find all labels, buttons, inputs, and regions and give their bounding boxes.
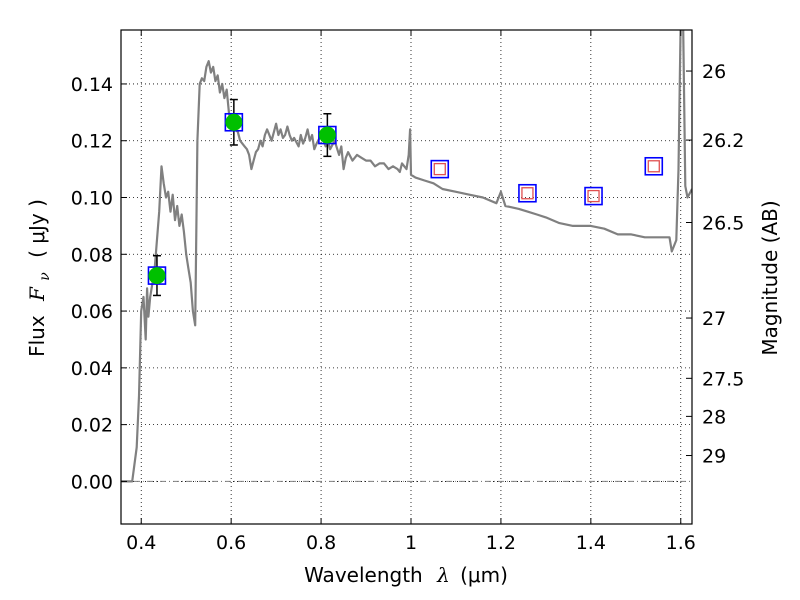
photometry-points [147, 98, 664, 297]
plot-frame [120, 29, 693, 525]
y-tick-labels: 0.00 0.02 0.04 0.06 0.08 0.10 0.12 0.14 [71, 74, 113, 493]
photometry-point-0 [147, 254, 167, 297]
x-tick-label-1: 0.6 [216, 532, 246, 554]
x-tick-label-2: 0.8 [306, 532, 336, 554]
x-tick-labels: 0.4 0.6 0.8 1 1.2 1.4 1.6 [126, 532, 696, 554]
model-flux-box-4 [518, 183, 537, 203]
y-tick-label-7: 0.14 [71, 74, 113, 96]
detected-flux-marker-2 [318, 126, 336, 144]
y2-axis-label: Magnitude (AB) [758, 200, 782, 355]
detected-flux-marker-1 [225, 113, 243, 131]
y2-tick-label-1: 26.2 [702, 130, 744, 152]
y-tick-label-6: 0.12 [71, 131, 113, 153]
photometry-point-2 [318, 113, 337, 158]
model-flux-box-5 [584, 186, 603, 206]
y2-tick-label-5: 28 [702, 406, 726, 428]
plot-area [121, 30, 692, 524]
y2-tick-label-3: 27 [702, 308, 726, 330]
photometry-point-6 [644, 156, 664, 176]
axis-ticks [121, 30, 692, 524]
photometry-point-4 [518, 183, 537, 203]
x-tick-label-6: 1.6 [666, 532, 696, 554]
model-spectrum-line [121, 30, 692, 483]
observed-flux-box-6 [647, 160, 660, 173]
y-tick-label-0: 0.00 [71, 471, 113, 493]
y-tick-label-1: 0.02 [71, 415, 113, 437]
y2-tick-label-4: 27.5 [702, 368, 744, 390]
detected-flux-marker-0 [148, 267, 166, 285]
photometry-point-1 [224, 98, 244, 146]
y2-tick-label-2: 26.5 [702, 212, 744, 234]
model-flux-box-6 [644, 156, 664, 176]
y-axis-label: Flux F ν ( μJy ) [25, 199, 54, 357]
photometry-point-5 [584, 186, 603, 206]
y2-tick-label-0: 26 [702, 61, 726, 83]
observed-flux-box-4 [521, 187, 534, 200]
model-flux-box-3 [430, 159, 450, 179]
y2-tick-label-6: 29 [702, 446, 726, 468]
photometry-point-3 [430, 159, 450, 179]
x-axis-label: Wavelength λ (μm) [304, 563, 508, 587]
y2-tick-labels: 26 26.2 26.5 27 27.5 28 29 [702, 61, 744, 467]
x-tick-label-0: 0.4 [126, 532, 156, 554]
x-tick-label-4: 1.2 [486, 532, 516, 554]
x-tick-label-3: 1 [405, 532, 417, 554]
observed-flux-box-5 [587, 189, 600, 203]
x-tick-label-5: 1.4 [576, 532, 606, 554]
y-tick-label-3: 0.06 [71, 301, 113, 323]
observed-flux-box-3 [433, 162, 446, 176]
y-tick-label-4: 0.08 [71, 244, 113, 266]
y-tick-label-2: 0.04 [71, 358, 113, 380]
y-tick-label-5: 0.10 [71, 188, 113, 210]
